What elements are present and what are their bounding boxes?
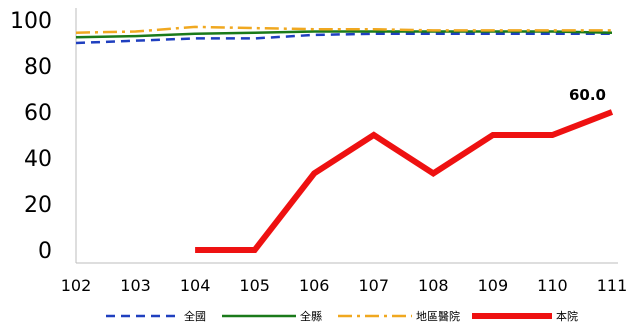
data-label: 60.0 — [569, 86, 606, 104]
legend-label: 本院 — [556, 309, 578, 323]
x-tick-label: 105 — [239, 276, 270, 295]
x-tick-label: 106 — [299, 276, 330, 295]
legend-label: 地區醫院 — [416, 309, 460, 323]
y-tick-label: 60 — [24, 101, 52, 126]
series-line-地區醫院 — [75, 25, 612, 34]
series-line-全縣 — [75, 30, 613, 39]
x-tick-label: 109 — [478, 276, 509, 295]
legend-label: 全縣 — [300, 309, 322, 323]
x-tick-label: 108 — [418, 276, 449, 295]
y-tick-label: 40 — [24, 147, 52, 172]
x-tick-label: 107 — [359, 276, 390, 295]
y-tick-label: 0 — [38, 239, 52, 264]
legend-label: 全國 — [184, 309, 206, 323]
x-tick-label: 102 — [61, 276, 92, 295]
legend-item: 本院 — [472, 309, 578, 323]
x-tick-label: 104 — [180, 276, 211, 295]
legend: 全國 全縣 地區醫院 本院 — [106, 309, 578, 323]
x-tick-label: 110 — [537, 276, 568, 295]
x-tick-label: 111 — [597, 276, 628, 295]
series-lines — [75, 25, 614, 253]
y-tick-labels: 0 20 40 60 80 100 — [10, 9, 52, 264]
legend-item: 全縣 — [222, 309, 322, 323]
series-line-本院 — [195, 109, 614, 253]
y-tick-label: 100 — [10, 9, 52, 34]
data-labels: 60.0 — [569, 86, 606, 104]
axes — [75, 8, 618, 264]
legend-item: 地區醫院 — [338, 309, 460, 323]
y-tick-label: 20 — [24, 193, 52, 218]
legend-item: 全國 — [106, 309, 206, 323]
x-tick-labels: 102 103 104 105 106 107 108 109 110 111 — [61, 276, 628, 295]
y-tick-label: 80 — [24, 55, 52, 80]
x-tick-label: 103 — [120, 276, 151, 295]
